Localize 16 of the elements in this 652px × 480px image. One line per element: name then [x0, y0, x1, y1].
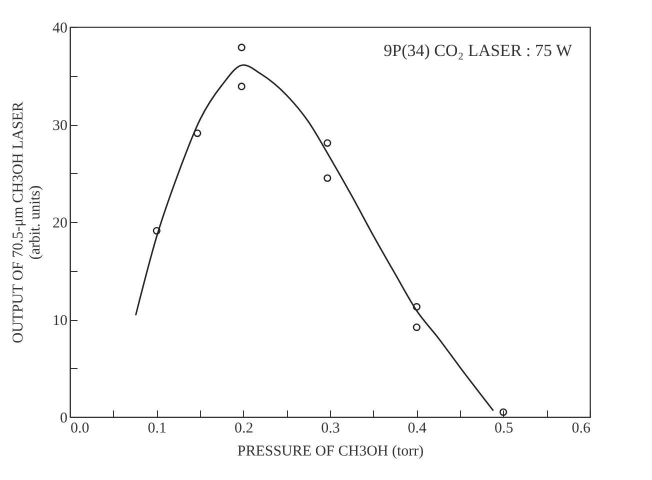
- y-tick-label: 20: [52, 216, 68, 232]
- line-series: [135, 64, 494, 411]
- x-tick-label: 0.1: [148, 420, 167, 436]
- y-tick-label: 30: [52, 118, 68, 134]
- x-tick-label: 0.3: [321, 420, 340, 436]
- x-tick-label: 0.4: [408, 420, 428, 436]
- x-tick-label: 0.6: [572, 420, 591, 436]
- x-tick-label: 0.0: [70, 420, 90, 436]
- y-tick-label: 40: [52, 20, 68, 36]
- x-axis-title: PRESSURE OF CH3OH (torr): [237, 444, 424, 460]
- annotation: 9P(34) CO₂ LASER : 75 W: [384, 41, 573, 60]
- x-tick-label: 0.5: [494, 420, 514, 436]
- y-tick-label: 0: [60, 410, 68, 426]
- y-axis-title: OUTPUT OF 70.5-μm CH3OH LASER (arbit. units): [10, 102, 44, 344]
- y-tick-label: 10: [52, 313, 68, 329]
- x-tick-label: 0.2: [234, 420, 254, 436]
